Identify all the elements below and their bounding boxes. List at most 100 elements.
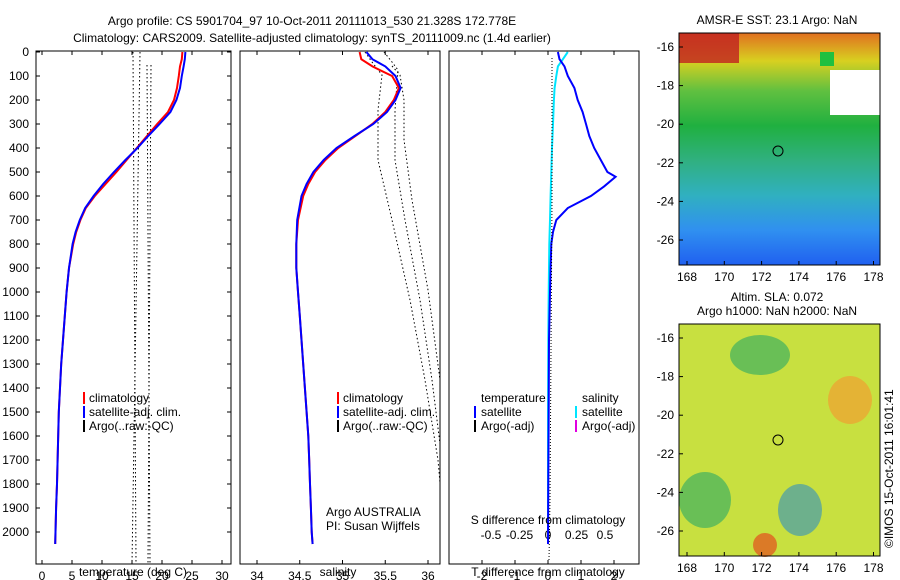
difference-plot-area [547, 51, 618, 561]
sst-pixel-patch [820, 52, 834, 66]
legend-satellite-label: satellite-adj. clim. [89, 405, 181, 419]
x-tick-label: 1 [578, 569, 585, 580]
x-tick-label: 15 [125, 569, 139, 580]
depth-tick-label: 400 [9, 141, 29, 155]
depth-tick-label: 2000 [2, 525, 29, 539]
depth-tick-label: 800 [9, 237, 29, 251]
lat-tick-label: -26 [657, 233, 675, 247]
lat-tick-label: -16 [657, 40, 675, 54]
lon-tick-label: 176 [826, 270, 846, 284]
lat-tick-label: -24 [657, 485, 675, 499]
sst-argo-location-marker [772, 145, 784, 157]
x-tick-label: 34.5 [288, 569, 312, 580]
header-line-1: Argo profile: CS 5901704_97 10-Oct-2011 … [108, 14, 516, 28]
lat-tick-label: -22 [657, 156, 675, 170]
x-tick-label: 35 [336, 569, 350, 580]
sla-argo-location-marker [772, 434, 784, 446]
x-tick-label: 25 [185, 569, 199, 580]
x-tick-label: 2 [611, 569, 618, 580]
depth-tick-label: 1500 [2, 405, 29, 419]
lat-tick-label: -22 [657, 447, 675, 461]
x-tick-label: 10 [95, 569, 109, 580]
sal-legend-argo-label: Argo(..raw:-QC) [343, 419, 428, 433]
sal-legend-climatology-label: climatology [343, 391, 403, 405]
argo-institution-note: Argo AUSTRALIA [326, 505, 421, 519]
sst-map-title: AMSR-E SST: 23.1 Argo: NaN [697, 13, 858, 27]
legend-temperature-title: temperature [481, 391, 546, 405]
imos-credit: ©IMOS 15-Oct-2011 16:01:41 [882, 389, 896, 548]
depth-tick-label: 1100 [3, 309, 29, 323]
diff-legend-sal-satellite-label: satellite [582, 405, 623, 419]
header-line-2: Climatology: CARS2009. Satellite-adjuste… [73, 31, 551, 45]
argo-raw-salinity-line-a [364, 51, 440, 489]
lon-tick-label: 168 [677, 270, 697, 284]
lon-tick-label: 176 [826, 561, 846, 575]
lon-tick-label: 172 [752, 561, 772, 575]
lat-tick-label: -20 [657, 117, 675, 131]
depth-tick-label: 1000 [2, 285, 29, 299]
depth-tick-label: 1600 [2, 429, 29, 443]
legend-climatology-label: climatology [89, 391, 149, 405]
depth-tick-label: 1700 [2, 453, 29, 467]
depth-tick-label: 0 [22, 45, 29, 59]
x-tick-label: 30 [215, 569, 229, 580]
argo-raw-salinity-line-c [391, 65, 440, 381]
temperature-plot-area [54, 51, 187, 564]
sla-low-3 [778, 484, 822, 536]
lon-tick-label: 174 [789, 561, 809, 575]
sla-low-1 [730, 335, 790, 375]
depth-tick-label: 1400 [2, 381, 29, 395]
sla-map-axes: -16 -18 -20 -22 -24 -26 168 170 172 174 176 178 [657, 331, 884, 575]
salinity-axes-frame [239, 50, 441, 565]
lat-tick-label: -16 [657, 331, 675, 345]
lat-tick-label: -26 [657, 524, 675, 538]
depth-tick-label: 1200 [2, 333, 29, 347]
sla-map [678, 323, 881, 557]
sst-warm-patch [679, 33, 739, 63]
x-tick-label: 0 [545, 569, 552, 580]
depth-tick-label: 1800 [2, 477, 29, 491]
s-difference-tick-label: -0.5 [481, 528, 502, 542]
lon-tick-label: 178 [863, 561, 883, 575]
argo-raw-salinity-line-b [383, 51, 440, 449]
depth-tick-label: 500 [9, 165, 29, 179]
difference-axes-frame [448, 50, 640, 565]
sst-map [678, 32, 881, 266]
x-tick-label: 34 [250, 569, 264, 580]
x-tick-label: 5 [69, 569, 76, 580]
legend-salinity-title: salinity [582, 391, 619, 405]
x-tick-label: 20 [155, 569, 169, 580]
salinity-xlabel: salinity [320, 565, 357, 579]
lat-tick-label: -20 [657, 408, 675, 422]
depth-tick-label: 700 [9, 213, 29, 227]
diff-legend-sal-argo-label: Argo(-adj) [582, 419, 635, 433]
x-tick-label: -1 [510, 569, 521, 580]
difference-legend: temperature satellite Argo(-adj) salinit… [474, 391, 635, 433]
diff-legend-temp-argo-label: Argo(-adj) [481, 419, 534, 433]
lon-tick-label: 170 [714, 561, 734, 575]
lat-tick-label: -18 [657, 370, 675, 384]
s-difference-tick-label: -0.25 [506, 528, 534, 542]
depth-tick-label: 100 [9, 69, 29, 83]
s-difference-tick-label: 0.25 [565, 528, 589, 542]
temperature-difference-satellite-line [547, 51, 618, 545]
temperature-climatology-line [54, 51, 184, 545]
sla-high-2 [753, 533, 777, 557]
x-tick-label: 0 [39, 569, 46, 580]
lat-tick-label: -18 [657, 79, 675, 93]
salinity-plot-area [295, 51, 440, 545]
lon-tick-label: 178 [863, 270, 883, 284]
lon-tick-label: 170 [714, 270, 734, 284]
temperature-x-axis: 0 5 10 15 20 25 30 [39, 51, 229, 580]
pi-note: PI: Susan Wijffels [326, 519, 420, 533]
s-difference-label: S difference from climatology [471, 513, 626, 527]
sla-low-2 [679, 472, 731, 528]
sst-field [679, 33, 880, 265]
x-tick-label: 36 [421, 569, 435, 580]
argo-raw-temperature-line-b [131, 51, 141, 564]
temperature-satellite-line [54, 51, 187, 545]
x-tick-label: 35.5 [374, 569, 398, 580]
s-difference-tick-label: 0.5 [597, 528, 614, 542]
lon-tick-label: 168 [677, 561, 697, 575]
